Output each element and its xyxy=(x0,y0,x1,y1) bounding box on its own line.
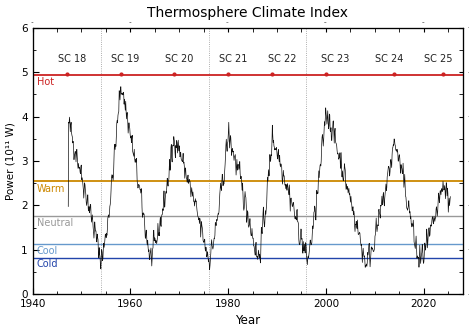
Text: SC 18: SC 18 xyxy=(57,54,86,64)
Text: SC 24: SC 24 xyxy=(375,54,403,64)
Text: Hot: Hot xyxy=(36,77,54,87)
Text: Cool: Cool xyxy=(36,246,58,256)
X-axis label: Year: Year xyxy=(235,314,260,327)
Text: Warm: Warm xyxy=(36,183,65,193)
Title: Thermosphere Climate Index: Thermosphere Climate Index xyxy=(147,6,348,20)
Text: SC 25: SC 25 xyxy=(424,54,453,64)
Text: SC 21: SC 21 xyxy=(219,54,247,64)
Text: SC 22: SC 22 xyxy=(268,54,296,64)
Text: SC 20: SC 20 xyxy=(165,54,193,64)
Text: Cold: Cold xyxy=(36,259,58,269)
Y-axis label: Power (10¹¹ W): Power (10¹¹ W) xyxy=(6,122,16,200)
Text: SC 23: SC 23 xyxy=(321,54,350,64)
Text: SC 19: SC 19 xyxy=(111,54,139,64)
Text: Neutral: Neutral xyxy=(36,218,73,228)
